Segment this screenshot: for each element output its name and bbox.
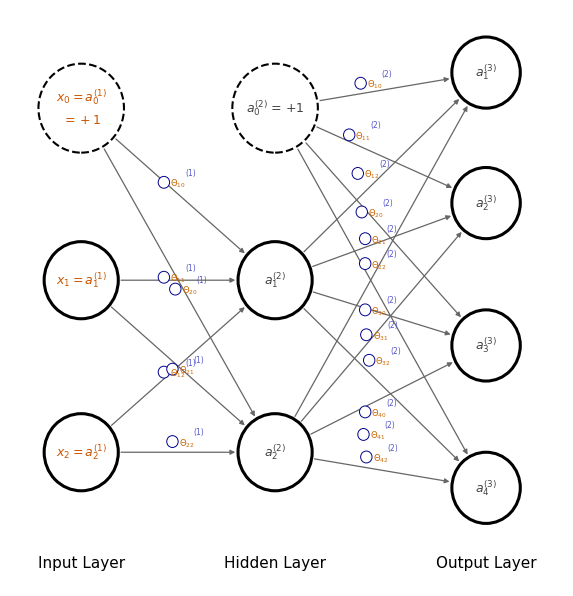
Text: (2): (2) [384,421,395,430]
Circle shape [170,283,181,295]
Text: (1): (1) [194,356,205,365]
Text: (2): (2) [379,160,390,169]
Text: (1): (1) [197,276,207,285]
Text: $\Theta_{40}$: $\Theta_{40}$ [371,408,387,420]
Text: $\Theta_{11}$: $\Theta_{11}$ [355,131,371,143]
Circle shape [452,37,520,108]
Text: (2): (2) [383,198,394,207]
Text: (2): (2) [386,296,397,306]
Text: $\Theta_{31}$: $\Theta_{31}$ [372,330,388,343]
Text: $\Theta_{20}$: $\Theta_{20}$ [182,285,197,297]
Text: $= +1$: $= +1$ [61,113,101,126]
Text: $a_{3}^{(3)}$: $a_{3}^{(3)}$ [475,336,497,355]
Text: $a_{2}^{(3)}$: $a_{2}^{(3)}$ [475,193,497,213]
Text: $a_{0}^{(2)}$ = +1: $a_{0}^{(2)}$ = +1 [246,98,304,118]
Text: (1): (1) [185,169,196,178]
Circle shape [452,310,520,381]
Text: $\Theta_{21}$: $\Theta_{21}$ [371,234,387,247]
Circle shape [360,329,372,341]
Circle shape [167,363,178,375]
Text: (1): (1) [185,264,196,273]
Text: $\Theta_{32}$: $\Theta_{32}$ [375,356,391,368]
Text: (2): (2) [387,443,398,452]
Text: $\Theta_{42}$: $\Theta_{42}$ [372,452,388,465]
Circle shape [38,64,124,153]
Text: (2): (2) [382,70,393,79]
Circle shape [360,451,372,463]
Circle shape [344,129,355,141]
Text: (1): (1) [185,359,196,368]
Circle shape [452,452,520,523]
Text: $\Theta_{11}$: $\Theta_{11}$ [170,273,186,285]
Circle shape [355,77,366,89]
Text: $\Theta_{10}$: $\Theta_{10}$ [367,79,383,91]
Text: $\Theta_{10}$: $\Theta_{10}$ [170,178,186,190]
Text: $\Theta_{30}$: $\Theta_{30}$ [371,305,387,318]
Circle shape [167,436,178,448]
Text: $\Theta_{21}$: $\Theta_{21}$ [179,365,194,377]
Circle shape [158,271,170,283]
Circle shape [452,167,520,238]
Circle shape [158,176,170,188]
Text: (2): (2) [390,347,401,356]
Text: $a_{1}^{(3)}$: $a_{1}^{(3)}$ [475,63,497,82]
Text: (2): (2) [386,399,397,408]
Text: (2): (2) [386,250,397,259]
Text: $\Theta_{22}$: $\Theta_{22}$ [179,437,194,449]
Text: $x_{2} = a_{2}^{(1)}$: $x_{2} = a_{2}^{(1)}$ [56,442,107,462]
Circle shape [359,233,371,244]
Circle shape [359,257,371,269]
Text: $a_{4}^{(3)}$: $a_{4}^{(3)}$ [475,478,497,498]
Text: $a_{2}^{(2)}$: $a_{2}^{(2)}$ [264,442,286,462]
Text: Hidden Layer: Hidden Layer [224,556,326,571]
Text: $\Theta_{22}$: $\Theta_{22}$ [371,259,387,272]
Circle shape [358,429,369,440]
Text: Input Layer: Input Layer [38,556,125,571]
Circle shape [359,406,371,418]
Text: $\Theta_{12}$: $\Theta_{12}$ [364,169,380,181]
Circle shape [44,414,118,491]
Circle shape [44,241,118,319]
Circle shape [158,366,170,378]
Text: $\Theta_{12}$: $\Theta_{12}$ [170,368,186,380]
Circle shape [238,414,312,491]
Circle shape [352,167,363,179]
Circle shape [238,241,312,319]
Text: (2): (2) [386,225,397,234]
Text: $\Theta_{41}$: $\Theta_{41}$ [370,430,385,442]
Circle shape [356,206,367,218]
Text: $a_{1}^{(2)}$: $a_{1}^{(2)}$ [264,271,286,290]
Text: $x_{0} = a_{0}^{(1)}$: $x_{0} = a_{0}^{(1)}$ [56,88,107,107]
Text: $\Theta_{20}$: $\Theta_{20}$ [368,207,384,220]
Circle shape [232,64,318,153]
Circle shape [363,355,375,366]
Text: (1): (1) [194,428,205,437]
Circle shape [359,304,371,316]
Text: $x_{1} = a_{1}^{(1)}$: $x_{1} = a_{1}^{(1)}$ [56,271,107,290]
Text: (2): (2) [370,122,381,131]
Text: (2): (2) [387,321,398,330]
Text: Output Layer: Output Layer [435,556,536,571]
